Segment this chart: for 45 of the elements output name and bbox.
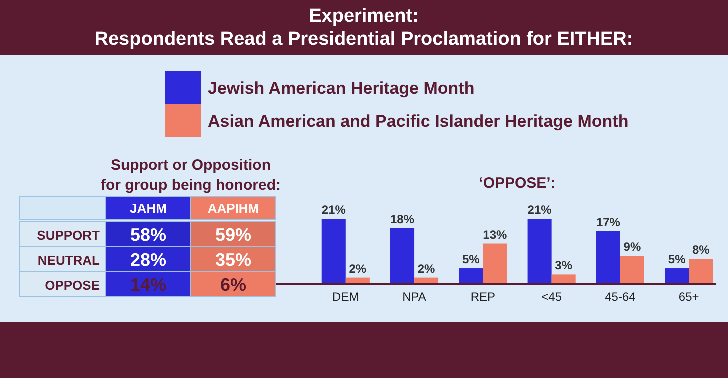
data-label: 9% xyxy=(624,240,642,254)
x-tick-label: AAPIHM xyxy=(208,201,260,216)
y-tick-label: OPPOSE xyxy=(45,278,100,293)
text: Respondents Read a Presidential Proclamation for EITHER: xyxy=(94,29,634,50)
data-label: 21% xyxy=(528,203,552,217)
x-tick-label: JAHM xyxy=(130,201,167,216)
bar xyxy=(596,231,620,284)
chart-title: Support or Opposition for group being honored: xyxy=(101,157,281,194)
bar xyxy=(689,259,714,284)
data-label: 5% xyxy=(668,252,686,267)
bar xyxy=(552,274,576,284)
x-tick-label: REP xyxy=(470,290,496,304)
x-tick-label: 65+ xyxy=(678,290,700,304)
bar xyxy=(390,228,415,284)
data-label: 35% xyxy=(215,250,252,270)
y-tick-label: NEUTRAL xyxy=(38,253,100,268)
x-tick-label: 45-64 xyxy=(605,290,636,304)
bar xyxy=(483,244,508,284)
data-label: 17% xyxy=(596,215,621,230)
bar xyxy=(665,268,690,284)
data-label: 21% xyxy=(322,203,346,217)
text: Experiment: xyxy=(309,6,419,27)
data-label: 8% xyxy=(692,243,710,258)
data-label: 28% xyxy=(130,250,167,270)
data-label: 18% xyxy=(390,212,415,226)
x-tick-label: DEM xyxy=(332,290,360,304)
data-label: 3% xyxy=(555,258,573,273)
chart-title: ‘OPPOSE’: xyxy=(479,175,556,192)
data-label: 59% xyxy=(215,225,252,245)
data-label: 2% xyxy=(349,262,367,276)
bar xyxy=(620,256,644,284)
bar xyxy=(528,219,552,284)
bar xyxy=(459,268,484,284)
data-label: 2% xyxy=(418,262,436,276)
data-label: 5% xyxy=(462,252,480,267)
x-tick-label: NPA xyxy=(402,290,426,304)
bar xyxy=(322,219,346,284)
data-label: 6% xyxy=(220,275,247,295)
data-label: 13% xyxy=(483,228,508,242)
data-label: 14% xyxy=(130,275,167,295)
y-tick-label: SUPPORT xyxy=(37,228,100,243)
legend-label: Asian American and Pacific Islander Heritage Month xyxy=(208,112,629,131)
x-tick-label: <45 xyxy=(542,290,562,304)
data-label: 58% xyxy=(130,225,167,245)
legend-label: Jewish American Heritage Month xyxy=(208,79,475,98)
